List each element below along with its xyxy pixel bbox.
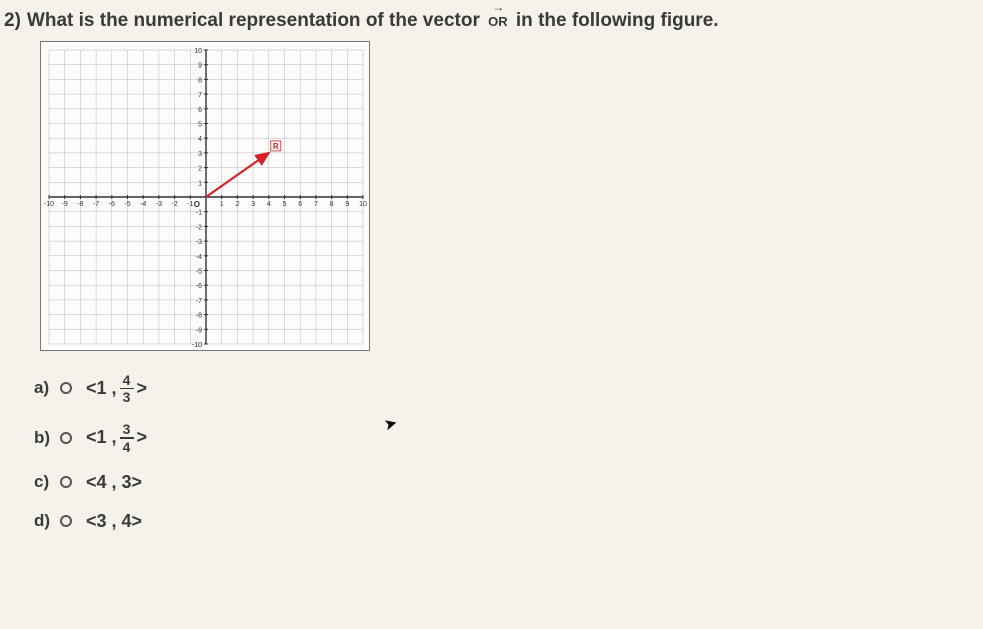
answer-list: a) <1 , 4 3 > b) <1 , 3 4 <box>34 373 975 532</box>
svg-text:-7: -7 <box>196 297 202 304</box>
svg-text:-8: -8 <box>196 312 202 319</box>
svg-text:6: 6 <box>298 201 302 208</box>
fraction-bot: 4 <box>123 439 131 454</box>
svg-text:-4: -4 <box>140 201 146 208</box>
answer-label: d) <box>34 511 60 531</box>
svg-text:-5: -5 <box>196 268 202 275</box>
expr-prefix: <1 , <box>86 378 117 399</box>
page-container: 2) What is the numerical representation … <box>0 0 983 558</box>
question-text: What is the numerical representation of … <box>27 8 719 35</box>
svg-text:-1: -1 <box>187 201 193 208</box>
svg-text:-10: -10 <box>192 342 202 349</box>
answer-expression: <1 , 4 3 > <box>86 373 147 405</box>
svg-text:8: 8 <box>330 201 334 208</box>
answer-expression: <4 , 3> <box>86 472 142 493</box>
answer-expression: <3 , 4> <box>86 511 142 532</box>
svg-text:-9: -9 <box>196 327 202 334</box>
svg-text:8: 8 <box>198 77 202 84</box>
svg-text:4: 4 <box>267 201 271 208</box>
svg-text:7: 7 <box>198 92 202 99</box>
svg-text:1: 1 <box>220 201 224 208</box>
svg-text:10: 10 <box>359 201 367 208</box>
svg-text:3: 3 <box>198 150 202 157</box>
answer-label: c) <box>34 472 60 492</box>
svg-text:-10: -10 <box>44 201 54 208</box>
svg-text:-8: -8 <box>77 201 83 208</box>
svg-text:4: 4 <box>198 136 202 143</box>
svg-text:5: 5 <box>198 121 202 128</box>
graph-figure: -10 -9 -8 -7 -6 -5 -4 -3 -2 -1 1 2 3 4 5 6 7 8 9 10 -10 -9 -8 -… <box>40 41 370 351</box>
svg-text:-5: -5 <box>124 201 130 208</box>
svg-text:-6: -6 <box>109 201 115 208</box>
vector-label: OR <box>488 14 508 29</box>
question-text-before: What is the numerical representation of … <box>27 10 480 31</box>
question-text-after: in the following figure. <box>516 10 719 31</box>
question-row: 2) What is the numerical representation … <box>0 8 975 35</box>
vector-arrow-icon: → <box>488 0 508 16</box>
fraction: 4 3 <box>120 373 134 405</box>
answer-label: a) <box>34 378 60 398</box>
vector-symbol: → OR <box>488 8 508 35</box>
svg-text:-2: -2 <box>171 201 177 208</box>
svg-text:-2: -2 <box>196 224 202 231</box>
expr-suffix: > <box>137 378 148 399</box>
svg-text:2: 2 <box>235 201 239 208</box>
svg-text:9: 9 <box>198 62 202 69</box>
svg-text:-4: -4 <box>196 253 202 260</box>
radio-icon[interactable] <box>60 432 72 444</box>
svg-text:O: O <box>194 200 200 209</box>
svg-text:5: 5 <box>283 201 287 208</box>
svg-text:2: 2 <box>198 165 202 172</box>
radio-icon[interactable] <box>60 382 72 394</box>
fraction-top: 4 <box>123 373 131 388</box>
svg-text:-1: -1 <box>196 209 202 216</box>
svg-text:-9: -9 <box>62 201 68 208</box>
svg-text:10: 10 <box>194 48 202 55</box>
svg-text:-3: -3 <box>196 239 202 246</box>
expr-suffix: > <box>137 427 148 448</box>
radio-icon[interactable] <box>60 476 72 488</box>
expr-prefix: <1 , <box>86 427 117 448</box>
svg-text:-3: -3 <box>156 201 162 208</box>
svg-text:-7: -7 <box>93 201 99 208</box>
answer-option-d[interactable]: d) <3 , 4> <box>34 511 975 532</box>
svg-text:9: 9 <box>345 201 349 208</box>
svg-text:7: 7 <box>314 201 318 208</box>
svg-text:-6: -6 <box>196 283 202 290</box>
graph-svg: -10 -9 -8 -7 -6 -5 -4 -3 -2 -1 1 2 3 4 5 6 7 8 9 10 -10 -9 -8 -… <box>41 42 371 352</box>
fraction-top: 3 <box>123 422 131 437</box>
svg-text:6: 6 <box>198 106 202 113</box>
fraction: 3 4 <box>120 422 134 454</box>
radio-icon[interactable] <box>60 515 72 527</box>
answer-label: b) <box>34 428 60 448</box>
svg-text:3: 3 <box>251 201 255 208</box>
answer-option-c[interactable]: c) <4 , 3> <box>34 472 975 493</box>
answer-option-b[interactable]: b) <1 , 3 4 > <box>34 422 975 454</box>
svg-text:R: R <box>273 141 279 150</box>
fraction-bot: 3 <box>123 389 131 404</box>
answer-expression: <1 , 3 4 > <box>86 422 147 454</box>
question-number: 2) <box>0 10 27 32</box>
svg-text:1: 1 <box>198 180 202 187</box>
answer-option-a[interactable]: a) <1 , 4 3 > <box>34 373 975 405</box>
